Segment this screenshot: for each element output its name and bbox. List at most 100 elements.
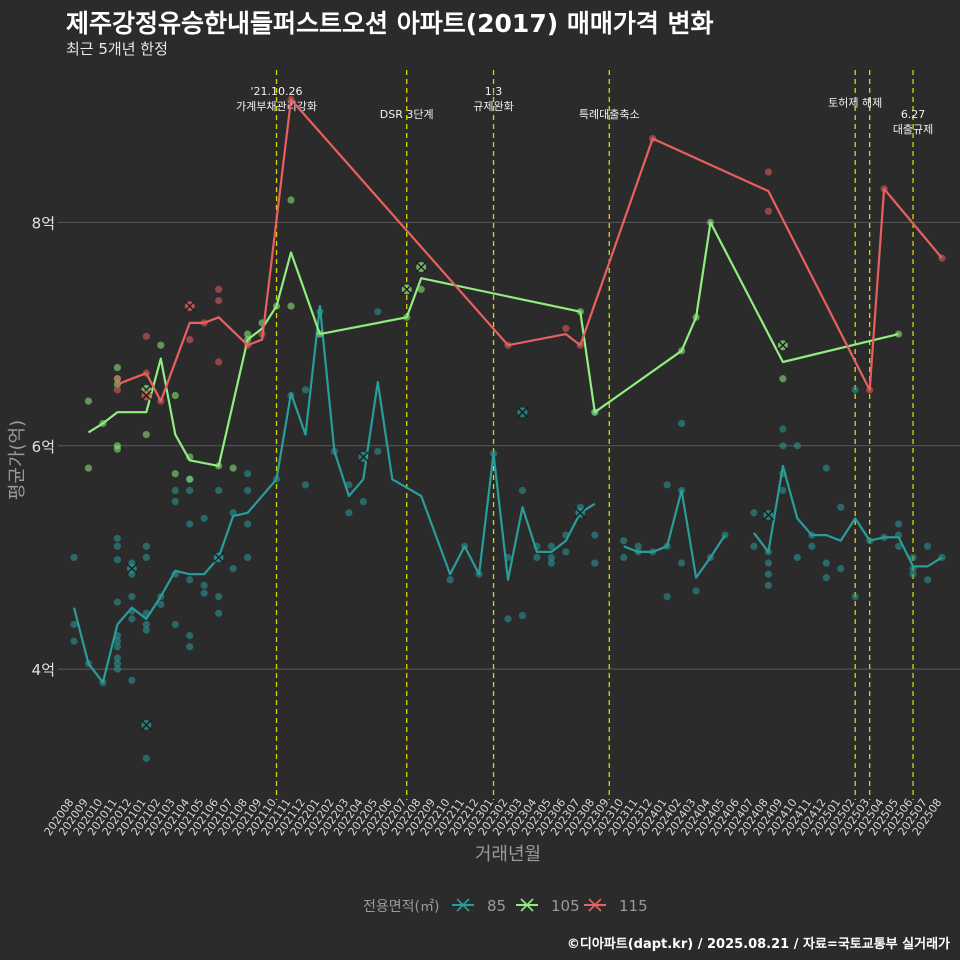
data-point xyxy=(895,330,903,338)
y-tick-label: 4억 xyxy=(32,661,55,679)
data-point xyxy=(764,207,773,215)
event-label: 규제완화 xyxy=(473,100,513,113)
data-point xyxy=(359,498,367,506)
data-point xyxy=(837,503,845,511)
data-point xyxy=(518,611,527,620)
y-tick-label: 6억 xyxy=(32,438,55,456)
series-line xyxy=(72,305,596,684)
data-point xyxy=(851,592,859,601)
data-point xyxy=(417,285,425,293)
data-point xyxy=(793,553,801,562)
series-layer xyxy=(70,95,946,763)
data-point xyxy=(113,556,121,564)
legend-label-105: 105 xyxy=(551,897,580,915)
data-point xyxy=(895,542,903,550)
data-point xyxy=(244,470,252,478)
data-point xyxy=(200,514,208,522)
data-point xyxy=(345,509,353,517)
data-point xyxy=(808,542,816,550)
data-point xyxy=(157,341,165,349)
data-point xyxy=(837,565,845,573)
data-point xyxy=(142,332,150,340)
data-point xyxy=(142,553,150,562)
data-point xyxy=(504,615,512,623)
data-point xyxy=(923,576,932,584)
cross-marker xyxy=(777,339,789,351)
data-point xyxy=(113,659,121,668)
data-point xyxy=(446,576,454,584)
legend-label-115: 115 xyxy=(619,897,648,915)
event-label: 1.3 xyxy=(485,85,503,98)
data-point xyxy=(142,430,150,439)
grid-layer xyxy=(58,221,960,670)
data-point xyxy=(70,553,78,562)
chart-title: 제주강정유승한내들퍼스트오션 아파트(2017) 매매가격 변화 xyxy=(66,9,714,38)
data-point xyxy=(895,520,903,528)
data-point xyxy=(518,486,527,495)
data-point xyxy=(215,609,223,617)
data-point xyxy=(634,542,642,550)
event-label: 6.27 xyxy=(901,108,926,121)
series-line xyxy=(753,464,943,568)
legend-marker-85 xyxy=(456,898,470,912)
legend-label-85: 85 xyxy=(487,897,506,915)
data-point xyxy=(822,464,830,472)
data-point xyxy=(142,620,150,629)
data-point xyxy=(70,620,78,629)
legend: 전용면적(㎡) 85 105 115 xyxy=(363,897,648,915)
data-point xyxy=(287,196,295,204)
data-point xyxy=(171,391,179,400)
cross-marker xyxy=(213,551,225,563)
data-point xyxy=(287,302,295,310)
data-point xyxy=(764,581,773,589)
cross-marker xyxy=(184,300,196,312)
data-point xyxy=(186,643,194,651)
legend-marker-115 xyxy=(588,898,602,912)
axis-layer: 4억6억8억2020082020092020102020112020122021… xyxy=(32,214,945,838)
data-point xyxy=(620,553,628,562)
cross-marker xyxy=(357,451,369,463)
data-point xyxy=(128,615,136,623)
cross-marker xyxy=(401,283,413,295)
data-point xyxy=(113,542,121,550)
data-point xyxy=(909,553,917,562)
data-point xyxy=(113,665,121,673)
series-85 xyxy=(70,305,946,763)
cross-marker xyxy=(126,563,138,575)
data-point xyxy=(128,592,136,601)
event-label: DSR 3단계 xyxy=(380,108,434,121)
data-point xyxy=(851,386,859,394)
data-point xyxy=(113,598,121,606)
data-point xyxy=(171,486,179,495)
data-point xyxy=(301,386,310,394)
data-point xyxy=(244,330,252,338)
source-caption: ©디아파트(dapt.kr) / 2025.08.21 / 자료=국토교통부 실… xyxy=(566,937,950,952)
cross-marker xyxy=(415,261,427,273)
data-point xyxy=(620,537,628,545)
data-point xyxy=(301,481,310,489)
data-point xyxy=(244,553,252,562)
y-tick-label: 8억 xyxy=(32,214,55,232)
cross-marker xyxy=(762,509,774,521)
data-point xyxy=(779,442,787,450)
event-label: 대출규제 xyxy=(893,123,933,136)
data-point xyxy=(562,548,570,556)
data-point xyxy=(764,559,773,567)
event-label: 가계부채관리강화 xyxy=(236,100,317,113)
data-point xyxy=(186,632,194,640)
series-115 xyxy=(113,95,946,405)
data-point xyxy=(186,475,194,483)
event-label: 토허제 해제 xyxy=(828,96,882,110)
cross-marker xyxy=(140,390,152,401)
data-point xyxy=(215,285,223,293)
x-axis-label: 거래년월 xyxy=(475,844,541,865)
data-point xyxy=(113,375,121,383)
series-line xyxy=(623,489,726,579)
data-point xyxy=(764,570,773,578)
data-point xyxy=(779,425,787,433)
data-point xyxy=(171,620,179,629)
data-point xyxy=(909,570,917,578)
